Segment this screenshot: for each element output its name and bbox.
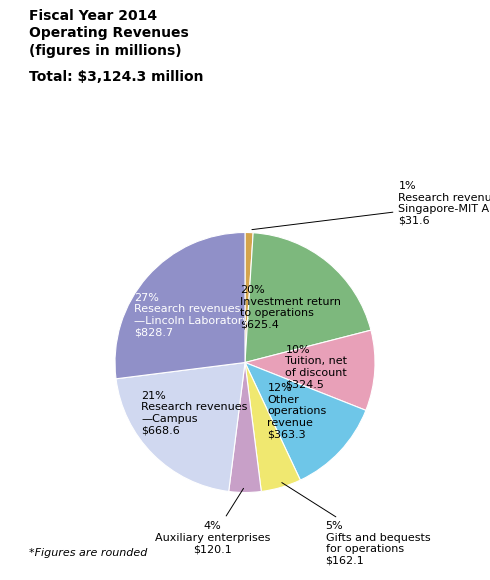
Text: 10%
Tuition, net
of discount
$324.5: 10% Tuition, net of discount $324.5	[285, 345, 347, 389]
Wedge shape	[229, 362, 261, 492]
Text: 5%
Gifts and bequests
for operations
$162.1: 5% Gifts and bequests for operations $16…	[282, 483, 430, 566]
Wedge shape	[245, 362, 300, 491]
Text: 21%
Research revenues
—Campus
$668.6: 21% Research revenues —Campus $668.6	[141, 391, 247, 436]
Text: (figures in millions): (figures in millions)	[29, 44, 182, 57]
Text: 1%
Research revenues—
Singapore-MIT Alliance
$31.6: 1% Research revenues— Singapore-MIT Alli…	[252, 181, 490, 230]
Wedge shape	[116, 362, 245, 491]
Text: 12%
Other
operations
revenue
$363.3: 12% Other operations revenue $363.3	[268, 383, 327, 440]
Wedge shape	[115, 233, 245, 379]
Text: *Figures are rounded: *Figures are rounded	[29, 548, 148, 558]
Text: 20%
Investment return
to operations
$625.4: 20% Investment return to operations $625…	[240, 285, 341, 330]
Text: Operating Revenues: Operating Revenues	[29, 26, 189, 40]
Text: 27%
Research revenues
—Lincoln Laboratory
$828.7: 27% Research revenues —Lincoln Laborator…	[134, 293, 249, 338]
Text: 4%
Auxiliary enterprises
$120.1: 4% Auxiliary enterprises $120.1	[155, 488, 270, 554]
Text: Fiscal Year 2014: Fiscal Year 2014	[29, 9, 157, 23]
Text: Total: $3,124.3 million: Total: $3,124.3 million	[29, 70, 204, 84]
Wedge shape	[245, 233, 253, 362]
Wedge shape	[245, 362, 366, 480]
Wedge shape	[245, 233, 371, 362]
Wedge shape	[245, 330, 375, 411]
